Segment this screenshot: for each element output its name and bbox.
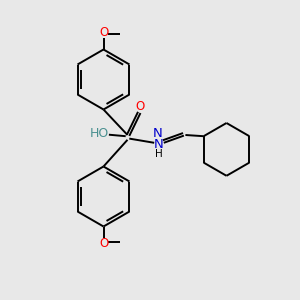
Text: O: O xyxy=(99,237,108,250)
Text: O: O xyxy=(136,100,145,113)
Text: O: O xyxy=(99,26,108,39)
Text: N: N xyxy=(154,137,164,151)
Text: HO: HO xyxy=(89,127,109,140)
Text: N: N xyxy=(153,127,162,140)
Text: H: H xyxy=(155,148,163,159)
